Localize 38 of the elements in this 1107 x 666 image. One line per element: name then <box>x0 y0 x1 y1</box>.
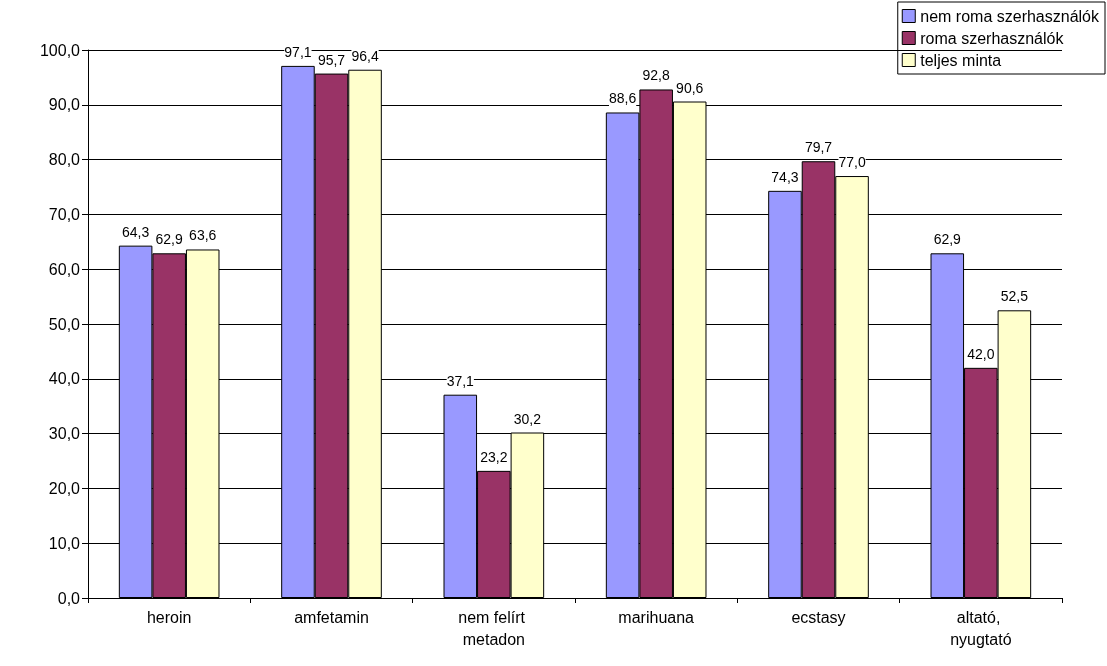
data-label: 37,1 <box>446 372 475 389</box>
data-label: 23,2 <box>480 448 508 465</box>
data-label: 74,3 <box>771 168 799 185</box>
data-label: 42,0 <box>967 345 995 362</box>
x-tick-label: altató, nyugtató <box>950 608 1012 648</box>
y-tick-label: 70,0 <box>48 205 81 223</box>
x-tick-label: amfetamin <box>294 608 369 626</box>
y-tick-label: 90,0 <box>48 96 81 114</box>
y-tick-label: 20,0 <box>48 479 81 497</box>
x-tick-label: heroin <box>146 608 192 626</box>
data-label: 62,9 <box>933 231 962 248</box>
data-label: 77,0 <box>838 154 866 171</box>
legend-label: roma szerhasználók <box>920 29 1065 47</box>
y-tick-label: 10,0 <box>48 534 81 552</box>
legend-label: nem roma szerhasználók <box>920 7 1100 25</box>
y-tick-label: 60,0 <box>48 260 81 278</box>
data-label: 88,6 <box>608 90 637 107</box>
y-tick-label: 80,0 <box>48 151 81 169</box>
y-tick-label: 100,0 <box>39 41 81 59</box>
x-tick-label: marihuana <box>618 608 695 626</box>
data-label: 95,7 <box>317 51 346 68</box>
y-tick-label: 40,0 <box>48 370 81 388</box>
x-tick-label: nem felírt metadon <box>458 608 530 648</box>
data-label: 96,4 <box>351 47 379 64</box>
data-label: 64,3 <box>121 223 150 240</box>
legend-label: teljes minta <box>920 51 1002 69</box>
data-label: 52,5 <box>1000 288 1029 305</box>
y-tick-label: 30,0 <box>48 425 81 443</box>
data-label: 92,8 <box>642 67 670 84</box>
data-label: 97,1 <box>284 43 312 60</box>
data-label: 63,6 <box>189 227 217 244</box>
x-tick-label: ecstasy <box>791 608 846 626</box>
data-label: 90,6 <box>676 79 704 96</box>
data-label: 62,9 <box>155 231 183 248</box>
y-tick-label: 50,0 <box>48 315 81 333</box>
data-label: 79,7 <box>804 139 833 156</box>
data-label: 30,2 <box>513 410 542 427</box>
y-tick-label: 0,0 <box>57 589 81 607</box>
